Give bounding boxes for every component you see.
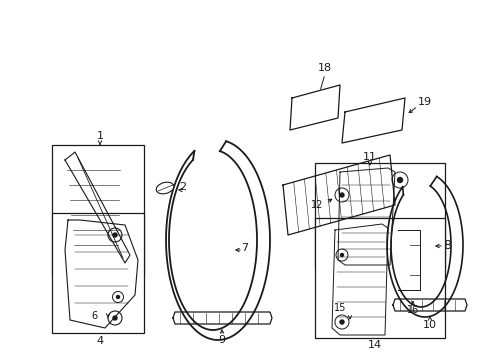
Polygon shape xyxy=(341,98,404,143)
Text: 9: 9 xyxy=(218,335,225,345)
Text: 17: 17 xyxy=(406,190,420,200)
Text: 5: 5 xyxy=(90,292,97,302)
Text: 11: 11 xyxy=(362,152,376,162)
Circle shape xyxy=(397,177,402,183)
Bar xyxy=(314,218,444,338)
Text: 1: 1 xyxy=(96,131,103,141)
Polygon shape xyxy=(283,155,394,235)
Text: 3: 3 xyxy=(117,245,123,255)
Circle shape xyxy=(340,253,343,257)
Text: 2: 2 xyxy=(179,182,186,192)
Bar xyxy=(52,145,143,275)
Text: 12: 12 xyxy=(310,200,323,210)
Text: 6: 6 xyxy=(91,311,97,321)
Text: 15: 15 xyxy=(333,303,346,313)
Ellipse shape xyxy=(156,182,173,194)
Circle shape xyxy=(339,193,343,197)
Text: 19: 19 xyxy=(417,97,431,107)
Text: 14: 14 xyxy=(367,340,381,350)
Circle shape xyxy=(339,320,343,324)
Bar xyxy=(314,163,444,268)
Circle shape xyxy=(116,296,119,298)
Text: 16: 16 xyxy=(406,305,418,315)
Circle shape xyxy=(113,316,117,320)
Text: 13: 13 xyxy=(424,243,436,253)
Text: 8: 8 xyxy=(442,239,450,252)
Text: 10: 10 xyxy=(422,320,436,330)
Text: 18: 18 xyxy=(317,63,331,73)
Polygon shape xyxy=(289,85,339,130)
Bar xyxy=(52,213,143,333)
Text: 4: 4 xyxy=(96,336,103,346)
Text: 7: 7 xyxy=(241,243,248,253)
Circle shape xyxy=(113,233,117,237)
